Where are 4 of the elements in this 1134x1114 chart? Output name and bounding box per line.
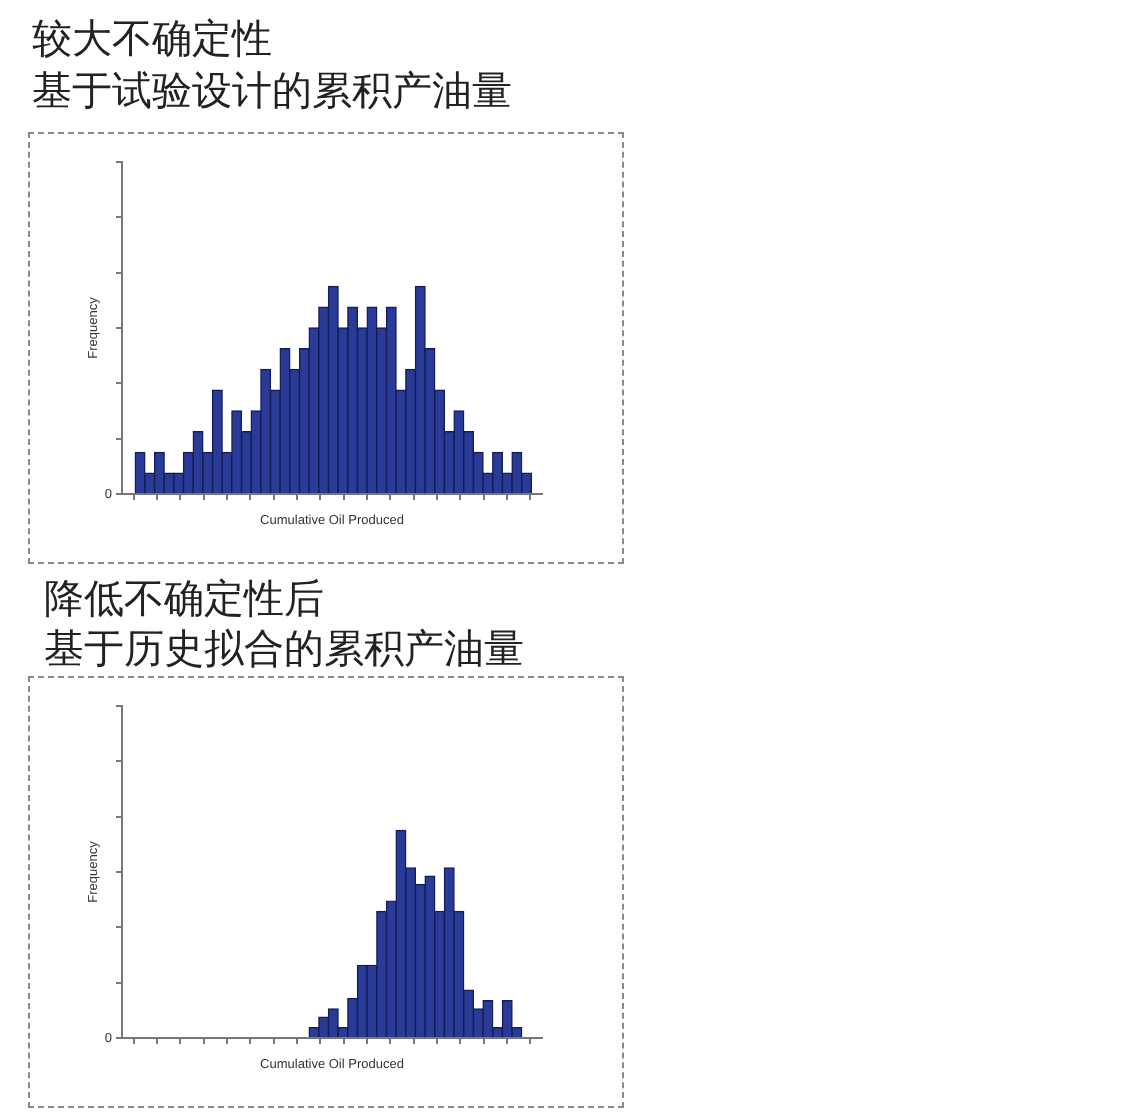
chart-title: 较大不确定性 [32,14,272,62]
chart-title: 降低不确定性后 [44,574,324,622]
chart-subtitle: 基于试验设计的累积产油量 [32,66,512,114]
chart-subtitle: 基于历史拟合的累积产油量 [44,624,524,672]
